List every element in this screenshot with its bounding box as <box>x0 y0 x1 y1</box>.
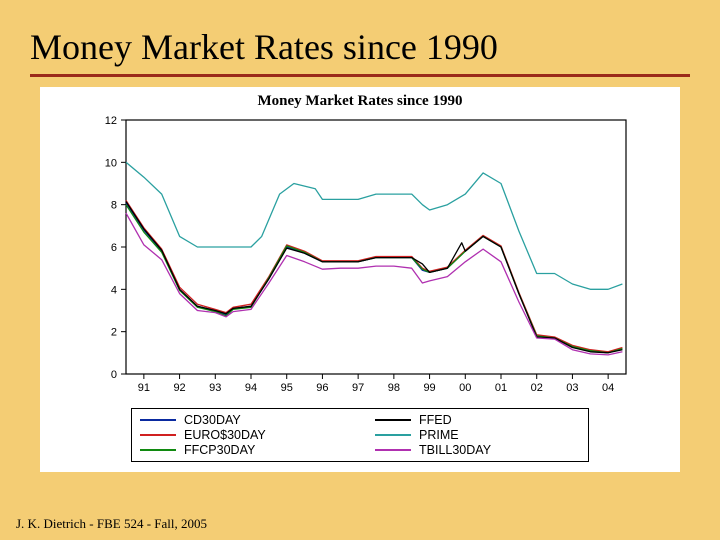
legend-label: EURO$30DAY <box>184 428 266 442</box>
legend-item: TBILL30DAY <box>375 443 580 457</box>
svg-text:99: 99 <box>423 382 435 394</box>
legend-swatch <box>375 434 411 436</box>
svg-text:93: 93 <box>209 382 221 394</box>
legend-item: PRIME <box>375 428 580 442</box>
svg-text:92: 92 <box>173 382 185 394</box>
svg-text:00: 00 <box>459 382 471 394</box>
legend: CD30DAY FFED EURO$30DAY PRIME FFCP30DAY TBILL… <box>131 408 589 462</box>
footer-text: J. K. Dietrich - FBE 524 - Fall, 2005 <box>16 516 207 532</box>
svg-text:95: 95 <box>281 382 293 394</box>
legend-item: CD30DAY <box>140 413 345 427</box>
svg-text:12: 12 <box>105 115 117 127</box>
legend-item: FFCP30DAY <box>140 443 345 457</box>
line-chart: 0246810129192939495969798990001020304 <box>80 112 640 402</box>
svg-text:96: 96 <box>316 382 328 394</box>
legend-label: TBILL30DAY <box>419 443 491 457</box>
svg-text:01: 01 <box>495 382 507 394</box>
svg-text:6: 6 <box>111 242 117 254</box>
legend-swatch <box>375 419 411 421</box>
legend-label: FFCP30DAY <box>184 443 255 457</box>
svg-text:02: 02 <box>531 382 543 394</box>
svg-text:04: 04 <box>602 382 614 394</box>
chart-panel: Money Market Rates since 1990 0246810129… <box>40 87 680 472</box>
svg-text:94: 94 <box>245 382 257 394</box>
slide: Money Market Rates since 1990 Money Mark… <box>0 0 720 540</box>
svg-text:10: 10 <box>105 157 117 169</box>
svg-text:03: 03 <box>566 382 578 394</box>
legend-label: FFED <box>419 413 452 427</box>
legend-item: EURO$30DAY <box>140 428 345 442</box>
svg-text:8: 8 <box>111 199 117 211</box>
svg-text:98: 98 <box>388 382 400 394</box>
title-region: Money Market Rates since 1990 <box>0 0 720 77</box>
legend-label: CD30DAY <box>184 413 241 427</box>
legend-swatch <box>140 419 176 421</box>
svg-text:97: 97 <box>352 382 364 394</box>
legend-swatch <box>140 434 176 436</box>
legend-label: PRIME <box>419 428 459 442</box>
svg-text:4: 4 <box>111 284 117 296</box>
legend-swatch <box>140 449 176 451</box>
slide-title: Money Market Rates since 1990 <box>30 28 690 68</box>
title-underline <box>30 74 690 77</box>
legend-item: FFED <box>375 413 580 427</box>
legend-swatch <box>375 449 411 451</box>
svg-text:91: 91 <box>138 382 150 394</box>
chart-title: Money Market Rates since 1990 <box>50 93 670 110</box>
svg-text:2: 2 <box>111 326 117 338</box>
svg-text:0: 0 <box>111 369 117 381</box>
